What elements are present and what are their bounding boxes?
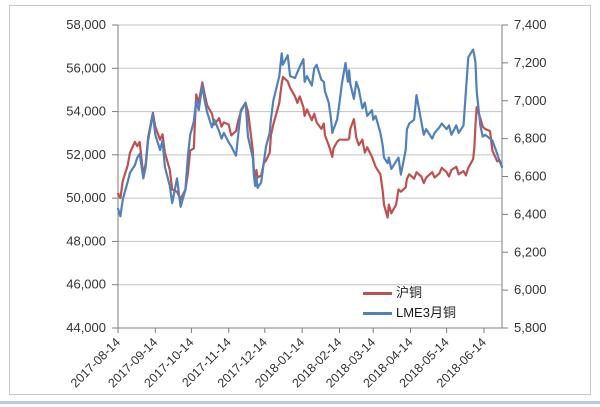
svg-text:52,000: 52,000 <box>66 147 106 162</box>
right-axis-labels: 5,800 6,000 6,200 6,400 6,600 6,800 7,000 7,200… <box>502 17 547 335</box>
svg-text:6,000: 6,000 <box>514 282 547 297</box>
svg-text:7,200: 7,200 <box>514 55 547 70</box>
page-bottom-edge <box>0 401 600 404</box>
svg-text:7,000: 7,000 <box>514 93 547 108</box>
x-axis-labels: 2017-08-142017-09-142017-10-142017-11-14… <box>68 328 489 390</box>
svg-text:50,000: 50,000 <box>66 190 106 205</box>
svg-text:7,400: 7,400 <box>514 17 547 32</box>
svg-text:6,600: 6,600 <box>514 169 547 184</box>
svg-text:5,800: 5,800 <box>514 320 547 335</box>
hutong-line-swatch-icon <box>363 291 392 295</box>
svg-text:44,000: 44,000 <box>66 320 106 335</box>
series-line-0 <box>116 75 504 219</box>
series-line-1 <box>116 48 504 218</box>
svg-text:48,000: 48,000 <box>66 233 106 248</box>
svg-text:6,400: 6,400 <box>514 206 547 221</box>
svg-text:6,200: 6,200 <box>514 244 547 259</box>
svg-text:6,800: 6,800 <box>514 131 547 146</box>
legend-item-hutong: 沪铜 <box>363 283 456 303</box>
svg-text:58,000: 58,000 <box>66 17 106 32</box>
svg-text:46,000: 46,000 <box>66 277 106 292</box>
legend-item-lme: LME3月铜 <box>363 303 456 323</box>
legend-label-lme: LME3月铜 <box>396 305 456 320</box>
svg-text:54,000: 54,000 <box>66 104 106 119</box>
chart-frame <box>9 5 591 395</box>
legend-label-hutong: 沪铜 <box>396 285 423 300</box>
left-axis-labels: 44,000 46,000 48,000 50,000 52,000 54,000 56,0… <box>66 17 118 335</box>
svg-text:56,000: 56,000 <box>66 60 106 75</box>
lme-line-swatch-icon <box>363 311 392 315</box>
chart-legend: 沪铜 LME3月铜 <box>363 283 456 323</box>
